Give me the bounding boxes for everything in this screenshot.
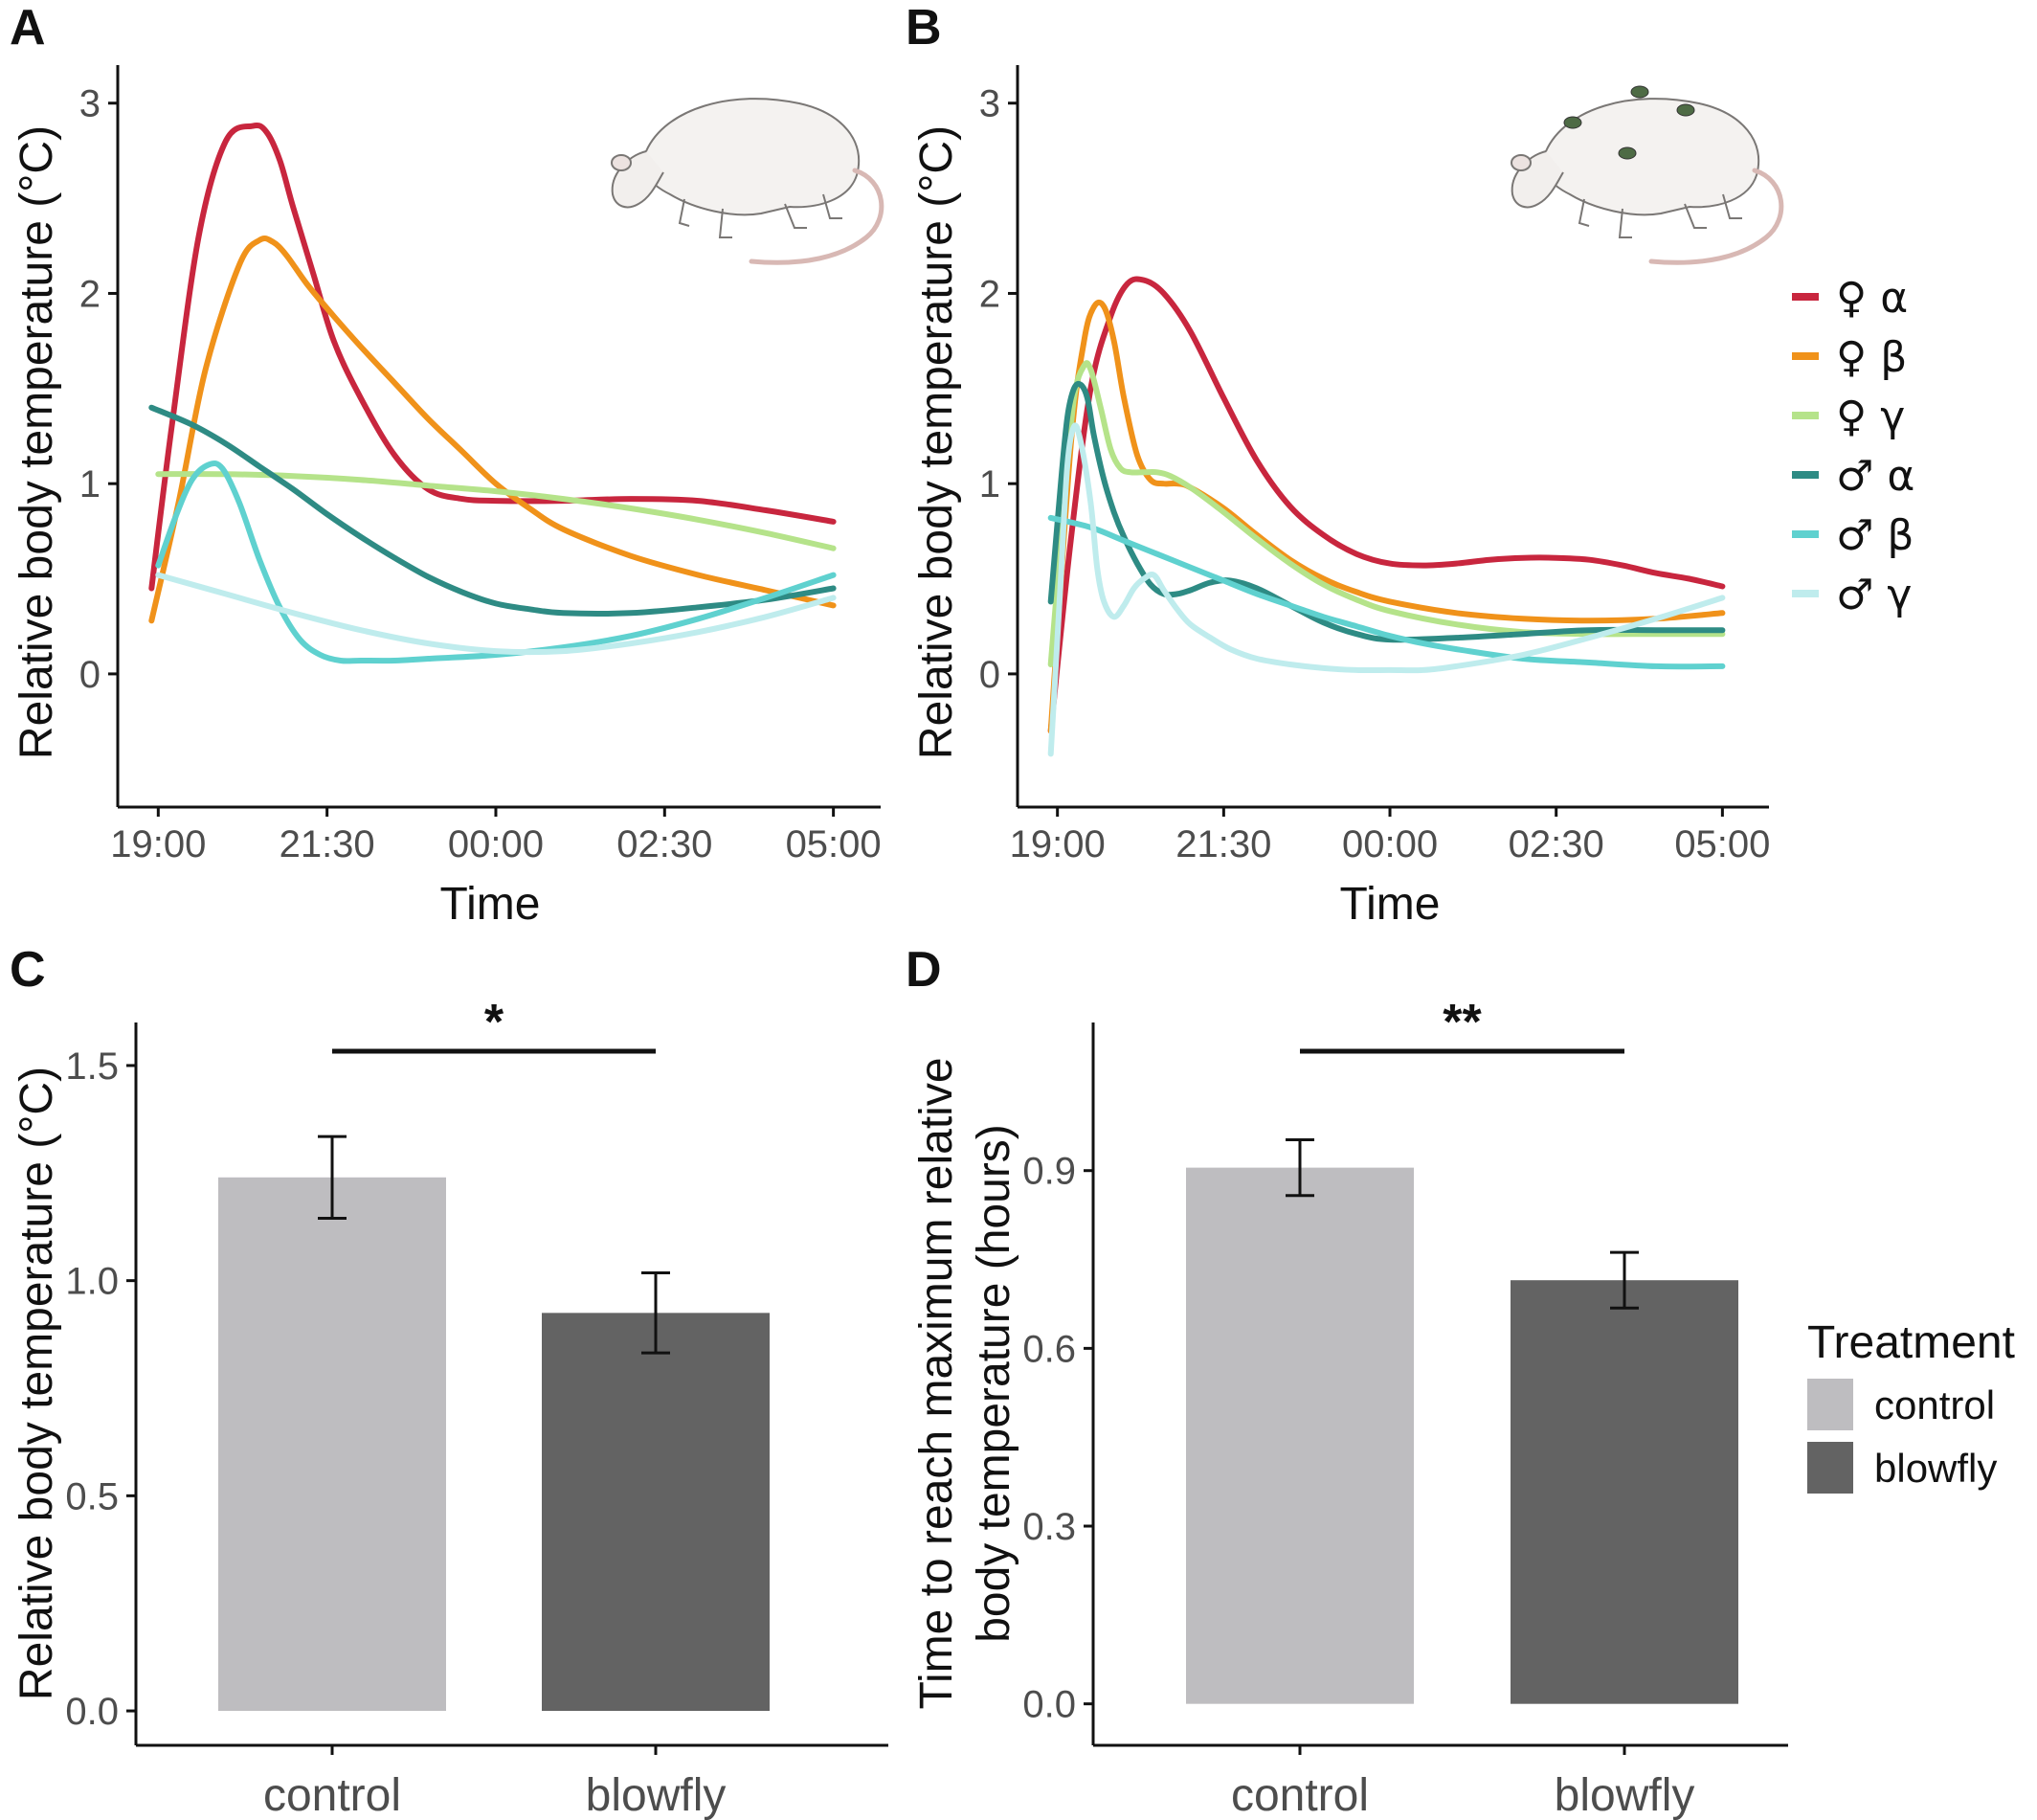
panel-d-x-ticks: control blowfly	[1231, 1745, 1694, 1820]
panel-c-letter: C	[10, 942, 46, 998]
series-line-male-beta	[1047, 514, 1726, 670]
panel-d-x-tick-label: blowfly	[1555, 1770, 1695, 1820]
panel-a-x-tick-label: 05:00	[786, 823, 882, 865]
panel-d-legend: Treatment control blowfly	[1807, 1317, 2015, 1494]
series-line-female-gamma	[1047, 360, 1726, 667]
series-line-male-gamma	[155, 572, 837, 656]
panel-d-y-tick-label: 0.6	[1022, 1328, 1076, 1370]
legend-swatch-control	[1807, 1379, 1853, 1430]
panel-a-y-axis-title: Relative body temperature (°C)	[11, 125, 62, 759]
panel-b-plot-area	[1047, 276, 1726, 757]
panel-d-y-tick-label: 0.9	[1022, 1151, 1076, 1193]
panel-c-plot-area: *	[218, 995, 770, 1712]
legend-label-female-gamma: ♀ γ	[1836, 393, 1905, 441]
panel-a-y-tick-label: 0	[79, 654, 101, 696]
blowfly-icon	[1563, 85, 1695, 160]
panel-c-y-tick-label: 0.5	[65, 1475, 119, 1517]
legend-title: Treatment	[1807, 1317, 2015, 1368]
panel-a-letter: A	[10, 0, 46, 56]
panel-b-x-tick-label: 00:00	[1342, 823, 1438, 865]
panel-d-y-ticks: 0.0 0.3 0.6 0.9	[1022, 1151, 1093, 1726]
panel-b-x-tick-label: 02:30	[1509, 823, 1604, 865]
panel-b-x-tick-label: 19:00	[1010, 823, 1106, 865]
panel-a-x-tick-label: 19:00	[110, 823, 206, 865]
legend-label-male-beta: ♂ β	[1836, 511, 1914, 560]
panel-b-legend: ♀ α ♀ β ♀ γ ♂ α ♂ β ♂ γ	[1792, 274, 1914, 619]
series-line-male-beta	[155, 460, 837, 664]
panel-b-y-tick-label: 3	[979, 83, 1000, 125]
legend-swatch-blowfly	[1807, 1442, 1853, 1494]
series-line-male-alpha	[1047, 380, 1726, 643]
error-bar-blowfly	[1610, 1250, 1639, 1310]
panel-c-x-tick-label: control	[263, 1770, 401, 1820]
legend-label-female-alpha: ♀ α	[1836, 274, 1908, 323]
panel-d-x-tick-label: control	[1231, 1770, 1369, 1820]
panel-a-x-axis-title: Time	[440, 879, 541, 930]
legend-label-control: control	[1874, 1382, 1995, 1427]
panel-b-y-tick-label: 2	[979, 273, 1000, 315]
bar-blowfly	[1511, 1280, 1738, 1704]
panel-c-x-tick-label: blowfly	[586, 1770, 727, 1820]
series-line-female-alpha	[148, 122, 837, 592]
panel-a-y-ticks: 0 1 2 3	[79, 83, 118, 696]
error-bar-blowfly	[641, 1271, 670, 1355]
panel-d-y-tick-label: 0.3	[1022, 1506, 1076, 1548]
panel-a: A 0 1 2 3 19:00 21:30 00:00 02:30 05:00 Time Re…	[10, 0, 884, 930]
error-bar-control	[1286, 1138, 1314, 1198]
panel-c-significance-label: *	[484, 995, 504, 1050]
panel-b-y-tick-label: 0	[979, 654, 1000, 696]
panel-c: C * 0.0 0.5 1.0 1.5 control blowfly Relative…	[10, 942, 888, 1820]
panel-d-y-tick-label: 0.0	[1022, 1684, 1076, 1726]
panel-c-y-tick-label: 0.0	[65, 1691, 119, 1733]
panel-a-y-tick-label: 3	[79, 83, 101, 125]
bar-blowfly	[542, 1313, 770, 1712]
panel-b-x-tick-label: 05:00	[1674, 823, 1770, 865]
rat-icon	[611, 98, 884, 265]
panel-d-letter: D	[906, 942, 942, 998]
panel-d-y-axis-title-line2: body temperature (hours)	[969, 1124, 1019, 1643]
legend-label-male-alpha: ♂ α	[1836, 452, 1914, 501]
panel-a-x-ticks: 19:00 21:30 00:00 02:30 05:00	[110, 807, 882, 865]
panel-c-y-tick-label: 1.5	[65, 1045, 119, 1088]
panel-a-y-tick-label: 1	[79, 463, 101, 506]
panel-b-x-ticks: 19:00 21:30 00:00 02:30 05:00	[1010, 807, 1770, 865]
panel-a-x-tick-label: 21:30	[280, 823, 375, 865]
panel-a-x-tick-label: 02:30	[616, 823, 712, 865]
series-line-male-gamma	[1047, 422, 1726, 757]
panel-b-x-axis-title: Time	[1340, 879, 1441, 930]
legend-label-female-beta: ♀ β	[1836, 333, 1907, 382]
panel-d-plot-area: **	[1186, 995, 1738, 1704]
panel-a-y-tick-label: 2	[79, 273, 101, 315]
bar-control	[1186, 1167, 1414, 1704]
panel-a-x-tick-label: 00:00	[448, 823, 544, 865]
series-line-female-beta	[148, 235, 837, 624]
panel-a-plot-area	[148, 122, 837, 664]
panel-d-significance: **	[1300, 995, 1624, 1054]
panel-d: D ** 0.0 0.3 0.6 0.9 control blowfly Time to…	[906, 942, 2015, 1820]
panel-d-significance-label: **	[1443, 995, 1482, 1050]
panel-c-y-ticks: 0.0 0.5 1.0 1.5	[65, 1045, 136, 1733]
panel-b-y-ticks: 0 1 2 3	[979, 83, 1018, 696]
panel-c-y-tick-label: 1.0	[65, 1261, 119, 1303]
bar-control	[218, 1177, 446, 1712]
panel-b-letter: B	[906, 0, 942, 56]
panel-c-x-ticks: control blowfly	[263, 1745, 726, 1820]
legend-label-male-gamma: ♂ γ	[1836, 571, 1912, 619]
panel-b-y-axis-title: Relative body temperature (°C)	[911, 125, 962, 759]
panel-b: B 0 1 2 3 19:00 21:30 00:00 02:30 05:00 Time Re…	[906, 0, 1914, 930]
panel-b-y-tick-label: 1	[979, 463, 1000, 506]
panel-d-y-axis-title-line1: Time to reach maximum relative	[911, 1057, 962, 1709]
series-line-male-alpha	[148, 404, 837, 617]
legend-label-blowfly: blowfly	[1874, 1446, 1997, 1491]
panel-c-y-axis-title: Relative body temperature (°C)	[11, 1067, 62, 1700]
rat-with-blowflies-icon	[1511, 85, 1784, 265]
error-bar-control	[318, 1135, 347, 1220]
panel-c-significance: *	[332, 995, 656, 1054]
panel-b-x-tick-label: 21:30	[1175, 823, 1271, 865]
